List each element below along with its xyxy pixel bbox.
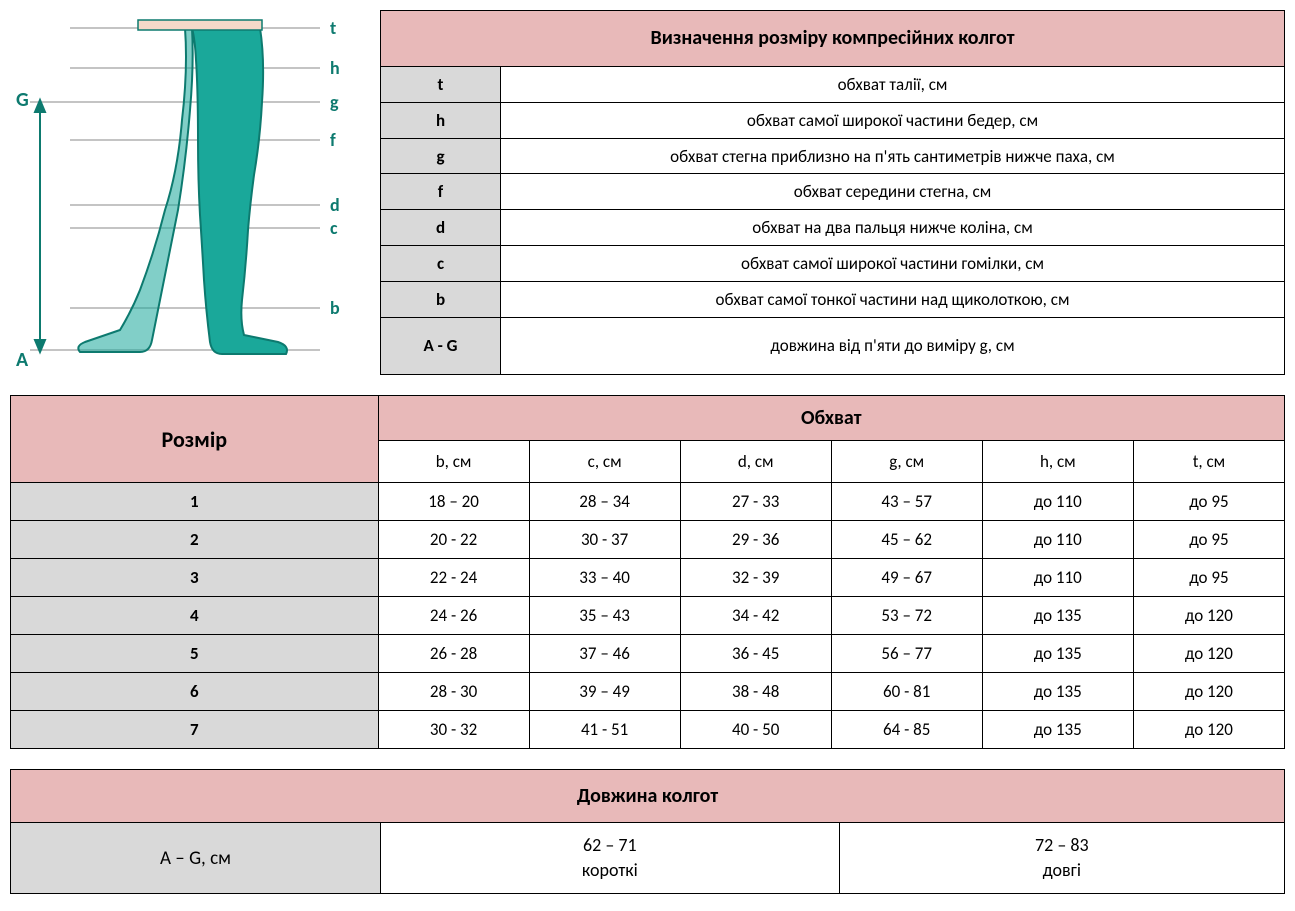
- def-desc: обхват талії, см: [501, 66, 1285, 102]
- size-table: Розмір Обхват b, см c, см d, см g, см h,…: [10, 395, 1285, 749]
- diagram-label-t: t: [330, 17, 336, 39]
- def-desc: довжина від п'яти до виміру g, см: [501, 317, 1285, 374]
- size-row: 322 - 2433 – 4032 - 3949 – 67до 110до 95: [11, 559, 1285, 597]
- definitions-table: Визначення розміру компресійних колгот t…: [380, 10, 1285, 375]
- col-header: g, см: [831, 441, 982, 483]
- length-title: Довжина колгот: [11, 770, 1285, 823]
- def-key: c: [381, 246, 501, 282]
- def-desc: обхват самої широкої частини бедер, см: [501, 102, 1285, 138]
- def-key: t: [381, 66, 501, 102]
- length-long: 72 – 83 довгі: [839, 823, 1284, 894]
- def-key: f: [381, 174, 501, 210]
- leg-diagram: t h g f d c b G A: [10, 10, 360, 375]
- diagram-label-g: g: [330, 91, 339, 113]
- length-label: A – G, см: [11, 823, 381, 894]
- size-row: 628 - 3039 – 4938 - 4860 - 81до 135до 12…: [11, 673, 1285, 711]
- diagram-label-G: G: [16, 88, 29, 112]
- diagram-label-f: f: [330, 129, 336, 151]
- def-desc: обхват середини стегна, см: [501, 174, 1285, 210]
- diagram-label-b: b: [330, 297, 340, 319]
- col-header: t, см: [1133, 441, 1284, 483]
- length-table: Довжина колгот A – G, см 62 – 71 короткі…: [10, 769, 1285, 894]
- size-row: 526 - 2837 – 4636 - 4556 – 77до 135до 12…: [11, 635, 1285, 673]
- leg-measurement-svg: t h g f d c b G A: [10, 10, 360, 370]
- size-header: Розмір: [11, 396, 379, 483]
- col-header: c, см: [529, 441, 680, 483]
- def-key: h: [381, 102, 501, 138]
- def-key: g: [381, 138, 501, 174]
- size-row: 118 – 2028 – 3427 - 3343 – 57до 110до 95: [11, 483, 1285, 521]
- diagram-label-d: d: [330, 194, 340, 216]
- def-desc: обхват самої широкої частини гомілки, см: [501, 246, 1285, 282]
- def-desc: обхват на два пальця нижче коліна, см: [501, 210, 1285, 246]
- definitions-title: Визначення розміру компресійних колгот: [381, 11, 1285, 67]
- col-header: b, см: [378, 441, 529, 483]
- diagram-label-A: A: [16, 348, 29, 370]
- length-short: 62 – 71 короткі: [381, 823, 840, 894]
- def-key: b: [381, 282, 501, 318]
- def-key: A - G: [381, 317, 501, 374]
- col-header: d, см: [680, 441, 831, 483]
- def-desc: обхват самої тонкої частини над щиколотк…: [501, 282, 1285, 318]
- diagram-label-h: h: [330, 57, 340, 79]
- size-row: 220 - 2230 - 3729 - 3645 – 62до 110до 95: [11, 521, 1285, 559]
- size-row: 730 - 3241 - 5140 - 5064 - 85до 135до 12…: [11, 711, 1285, 749]
- def-desc: обхват стегна приблизно на п'ять сантиме…: [501, 138, 1285, 174]
- size-row: 424 - 2635 – 4334 - 4253 – 72до 135до 12…: [11, 597, 1285, 635]
- girth-header: Обхват: [378, 396, 1284, 441]
- col-header: h, см: [982, 441, 1133, 483]
- diagram-label-c: c: [330, 217, 338, 239]
- def-key: d: [381, 210, 501, 246]
